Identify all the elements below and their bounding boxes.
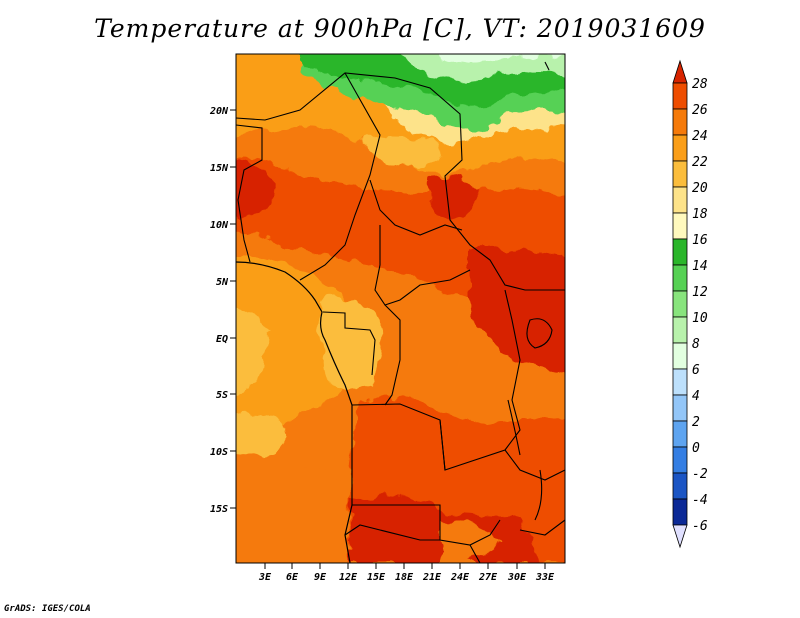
colorbar-box — [672, 108, 688, 136]
colorbar-label: 14 — [692, 259, 708, 274]
colorbar-box — [672, 342, 688, 370]
colorbar-box — [672, 186, 688, 214]
colorbar-box — [672, 472, 688, 500]
colorbar-box — [672, 446, 688, 474]
lat-label-10n: 10N — [210, 220, 229, 231]
lon-label-24e: 24E — [450, 572, 470, 583]
colorbar-box — [672, 264, 688, 292]
lat-label-5n: 5N — [216, 277, 229, 288]
colorbar-box — [672, 394, 688, 422]
colorbar-label: -2 — [692, 467, 708, 482]
lon-label-3e: 3E — [258, 572, 272, 583]
colorbar-box — [672, 368, 688, 396]
longitude-axis: 3E 6E 9E 12E 15E 18E 21E 24E 27E 30E 33E — [258, 563, 555, 583]
colorbar-label: 12 — [692, 285, 708, 300]
colorbar-label: 22 — [692, 155, 708, 170]
lat-label-15n: 15N — [210, 163, 229, 174]
lon-label-9e: 9E — [314, 572, 327, 583]
lon-label-33e: 33E — [535, 572, 555, 583]
colorbar-box — [672, 160, 688, 188]
lon-label-21e: 21E — [422, 572, 442, 583]
colorbar-label: 24 — [692, 129, 708, 144]
colorbar-box — [672, 420, 688, 448]
colorbar-label: -6 — [692, 519, 708, 534]
latitude-axis: 20N 15N 10N 5N EQ 5S 10S 15S — [209, 106, 236, 515]
lon-label-27e: 27E — [478, 572, 498, 583]
credit-text: GrADS: IGES/COLA — [4, 604, 91, 614]
country-borders — [236, 72, 565, 563]
colorbar-label: 6 — [692, 363, 700, 378]
colorbar-box — [672, 212, 688, 240]
colorbar-label: 10 — [692, 311, 708, 326]
lat-label-5s: 5S — [216, 390, 228, 401]
colorbar-box — [672, 238, 688, 266]
colorbar-box — [672, 498, 688, 526]
lat-label-20n: 20N — [209, 106, 229, 117]
lon-label-15e: 15E — [367, 572, 386, 583]
colorbar-top-extension — [672, 59, 688, 84]
lat-label-10s: 10S — [210, 447, 228, 458]
colorbar-label: 2 — [692, 415, 700, 430]
temperature-field — [236, 54, 565, 563]
map-title: Temperature at 900hPa [C], VT: 201903160… — [94, 14, 706, 43]
colorbar-box — [672, 134, 688, 162]
lat-label-15s: 15S — [210, 504, 228, 515]
colorbar-box — [672, 290, 688, 318]
colorbar-label: 20 — [692, 181, 708, 196]
colorbar-bottom-extension — [672, 524, 688, 549]
coastline — [236, 261, 353, 563]
colorbar-label: 28 — [692, 77, 708, 92]
lakes — [507, 61, 553, 521]
colorbar-label: 26 — [692, 103, 708, 118]
colorbar-box — [672, 82, 688, 110]
colorbar-label: 4 — [692, 389, 700, 404]
colorbar-box — [672, 316, 688, 344]
lat-label-eq: EQ — [216, 334, 228, 345]
map-frame — [235, 53, 566, 564]
colorbar-label: 0 — [692, 441, 700, 456]
lon-label-6e: 6E — [286, 572, 299, 583]
colorbar-label: 16 — [692, 233, 708, 248]
lon-label-12e: 12E — [339, 572, 358, 583]
lon-label-30e: 30E — [507, 572, 527, 583]
colorbar-label: 18 — [692, 207, 708, 222]
lon-label-18e: 18E — [395, 572, 414, 583]
colorbar-label: 8 — [692, 337, 700, 352]
colorbar-label: -4 — [692, 493, 708, 508]
